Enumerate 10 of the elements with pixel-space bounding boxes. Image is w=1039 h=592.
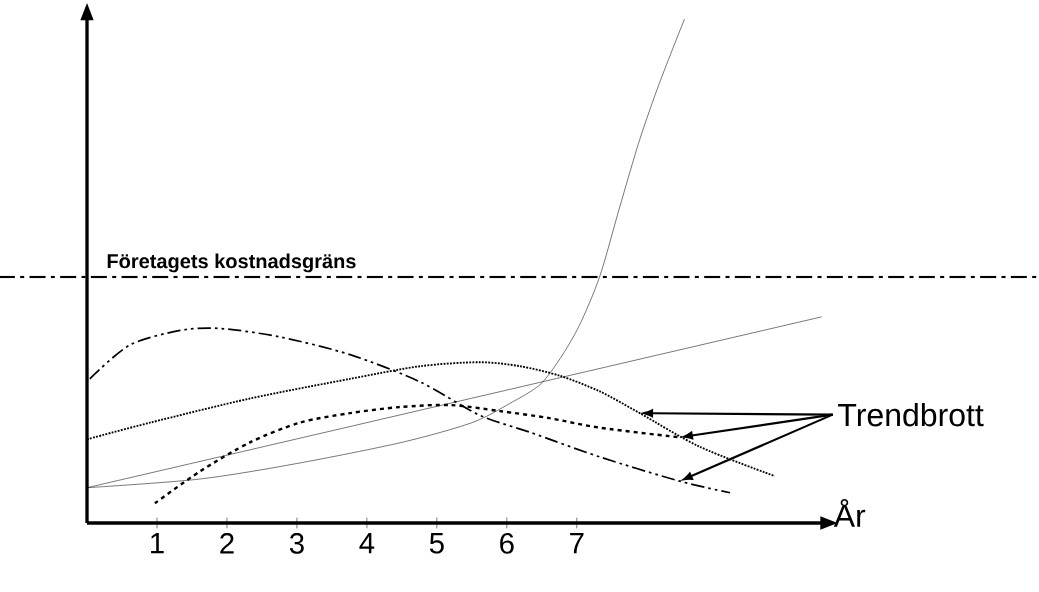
x-tick-label: 7 (570, 533, 584, 554)
x-tick-label: 2 (220, 533, 234, 554)
ref-line-label: Företagets kostnadsgräns (107, 253, 356, 273)
x-tick-label: 1 (151, 533, 164, 554)
x-tick-label: 6 (500, 533, 514, 554)
x-tick-label: 3 (289, 533, 304, 554)
text: Trendbrott (838, 402, 984, 427)
x-tick-label: 4 (359, 533, 375, 554)
x-axis-title: År (833, 498, 866, 527)
x-tick-label: 5 (429, 533, 444, 554)
